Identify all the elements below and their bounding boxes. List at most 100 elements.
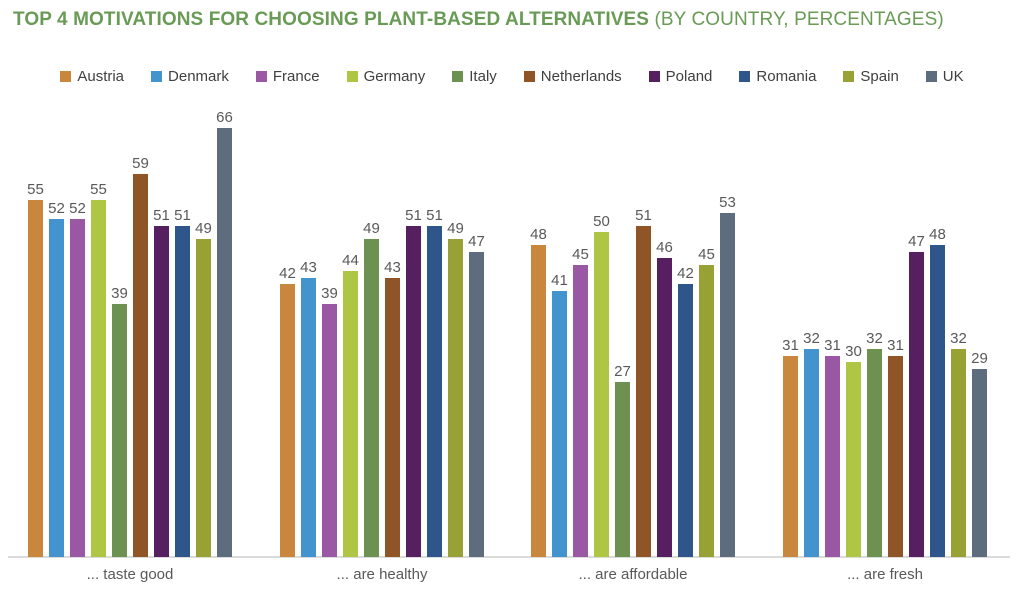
x-axis-label-taste-good: ... taste good <box>86 566 174 583</box>
bar-austria-are-fresh: 31 <box>782 337 799 557</box>
bar-uk-are-fresh: 29 <box>971 350 988 557</box>
bar-value-label: 31 <box>782 336 799 354</box>
legend-label: Spain <box>860 68 899 85</box>
bar-value-label: 27 <box>614 362 631 380</box>
bar-netherlands-are-affordable: 51 <box>635 207 652 557</box>
bar-italy-taste-good: 39 <box>111 285 128 557</box>
bar-france-are-healthy: 39 <box>321 285 338 557</box>
bar-italy-are-fresh: 32 <box>866 330 883 557</box>
bar-italy-are-affordable: 27 <box>614 363 631 557</box>
bar-value-label: 43 <box>300 258 317 276</box>
bar-denmark-are-fresh: 32 <box>803 330 820 557</box>
bar-value-label: 46 <box>656 239 673 256</box>
bar-value-label: 50 <box>593 213 610 230</box>
bar-germany-are-fresh: 30 <box>845 343 862 557</box>
legend-label: France <box>272 68 320 85</box>
bar-value-label: 44 <box>342 252 359 269</box>
legend-item-poland: Poland <box>648 68 713 85</box>
bar-poland-are-healthy: 51 <box>405 207 422 557</box>
bar-value-label: 49 <box>195 219 212 237</box>
legend-label: Netherlands <box>540 68 622 85</box>
bar-value-label: 49 <box>447 219 464 237</box>
legend-swatch-icon <box>739 71 751 82</box>
bar-value-label: 29 <box>971 349 988 367</box>
bar-poland-are-fresh: 47 <box>908 233 925 557</box>
page-title: TOP 4 MOTIVATIONS FOR CHOOSING PLANT-BAS… <box>13 9 944 31</box>
bar-value-label: 45 <box>572 245 589 263</box>
bar-group-are-fresh: 31 32 31 30 32 31 47 48 32 29 <box>782 226 988 557</box>
bar-denmark-are-healthy: 43 <box>300 259 317 557</box>
bar-austria-are-affordable: 48 <box>530 226 547 557</box>
bar-uk-are-healthy: 47 <box>468 233 485 557</box>
bar-value-label: 39 <box>111 284 128 302</box>
bar-value-label: 42 <box>279 265 296 282</box>
legend-swatch-icon <box>523 71 535 82</box>
bar-netherlands-are-healthy: 43 <box>384 259 401 557</box>
legend-swatch-icon <box>346 71 358 82</box>
bar-value-label: 52 <box>69 200 86 217</box>
bar-poland-taste-good: 51 <box>153 207 170 557</box>
legend-item-spain: Spain <box>843 68 899 85</box>
chart-title-main: TOP 4 MOTIVATIONS FOR CHOOSING PLANT-BAS… <box>13 9 650 30</box>
legend-swatch-icon <box>151 71 163 82</box>
legend-item-germany: Germany <box>346 68 425 85</box>
bar-value-label: 31 <box>824 336 841 354</box>
bar-value-label: 32 <box>803 330 820 347</box>
legend-swatch-icon <box>452 71 464 82</box>
bar-italy-are-healthy: 49 <box>363 220 380 557</box>
bar-value-label: 51 <box>635 206 652 224</box>
bar-romania-are-healthy: 51 <box>426 207 443 557</box>
legend-swatch-icon <box>60 71 72 82</box>
bar-france-are-affordable: 45 <box>572 246 589 557</box>
bar-value-label: 32 <box>950 330 967 347</box>
bar-value-label: 51 <box>153 206 170 224</box>
legend-item-austria: Austria <box>60 68 124 85</box>
bar-romania-are-fresh: 48 <box>929 226 946 557</box>
bar-value-label: 55 <box>90 180 107 198</box>
bar-value-label: 66 <box>216 109 233 126</box>
bar-france-taste-good: 52 <box>69 200 86 557</box>
legend-label: Austria <box>77 68 125 85</box>
bar-value-label: 47 <box>908 232 925 250</box>
bar-group-taste-good: 55 52 52 55 39 59 51 51 49 66 <box>27 109 233 557</box>
legend-label: Italy <box>469 68 497 85</box>
bar-value-label: 55 <box>27 180 44 198</box>
legend-swatch-icon <box>648 71 660 82</box>
bar-france-are-fresh: 31 <box>824 337 841 557</box>
legend-swatch-icon <box>925 71 937 82</box>
bar-spain-are-fresh: 32 <box>950 330 967 557</box>
legend-label: Denmark <box>168 68 229 85</box>
legend-label: Poland <box>665 68 713 85</box>
bar-austria-taste-good: 55 <box>27 181 44 557</box>
bar-spain-taste-good: 49 <box>195 220 212 557</box>
bar-value-label: 53 <box>719 193 736 211</box>
legend-item-italy: Italy <box>452 68 497 85</box>
x-axis-label-are-affordable: ... are affordable <box>578 566 688 583</box>
bar-value-label: 49 <box>363 219 380 237</box>
bar-value-label: 39 <box>321 284 338 302</box>
bar-germany-are-healthy: 44 <box>342 252 359 557</box>
bar-spain-are-affordable: 45 <box>698 246 715 557</box>
bar-value-label: 31 <box>887 336 904 354</box>
bar-germany-are-affordable: 50 <box>593 213 610 557</box>
bar-group-are-affordable: 48 41 45 50 27 51 46 42 45 53 <box>530 194 736 557</box>
legend-swatch-icon <box>843 71 855 82</box>
legend-item-uk: UK <box>925 68 964 85</box>
x-axis-label-are-healthy: ... are healthy <box>336 566 428 583</box>
legend-label: Romania <box>756 68 817 85</box>
bar-spain-are-healthy: 49 <box>447 220 464 557</box>
bar-value-label: 59 <box>132 154 149 172</box>
bar-value-label: 45 <box>698 245 715 263</box>
legend: Austria Denmark France Germany Italy Netherla… <box>0 68 1024 85</box>
legend-label: UK <box>942 68 964 85</box>
bar-value-label: 41 <box>551 271 568 289</box>
bar-netherlands-taste-good: 59 <box>132 155 149 557</box>
bar-value-label: 51 <box>174 206 191 224</box>
legend-item-denmark: Denmark <box>151 68 229 85</box>
bar-value-label: 47 <box>468 232 485 250</box>
bar-denmark-are-affordable: 41 <box>551 272 568 557</box>
bar-netherlands-are-fresh: 31 <box>887 337 904 557</box>
legend-item-netherlands: Netherlands <box>523 68 622 85</box>
chart-title-subtitle: (BY COUNTRY, PERCENTAGES) <box>654 9 944 30</box>
